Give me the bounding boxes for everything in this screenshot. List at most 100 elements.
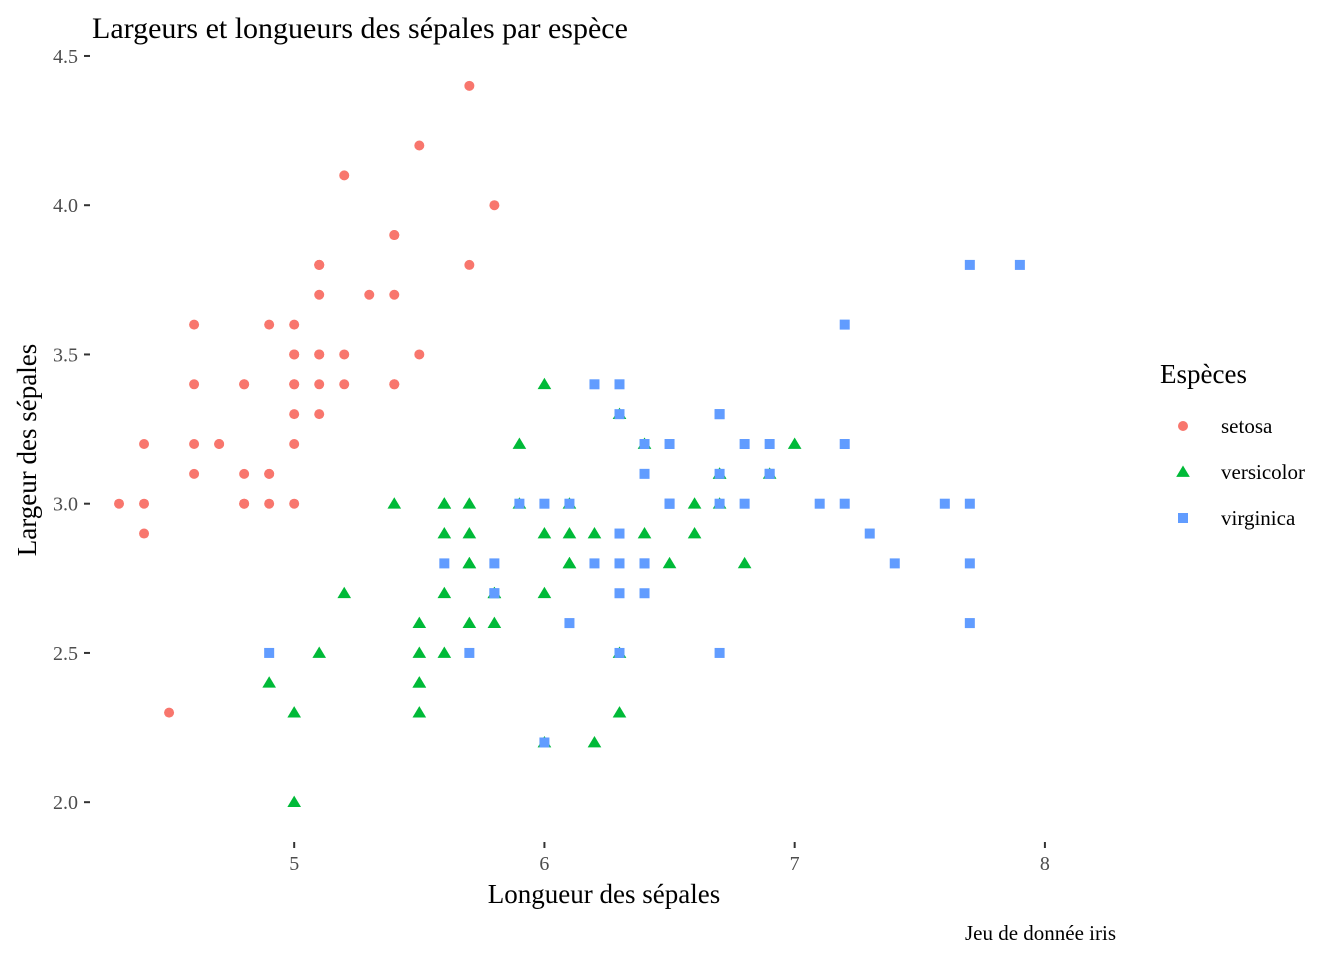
data-point-versicolor [562,556,577,569]
data-point-virginica [664,439,675,449]
data-point-versicolor [562,527,577,539]
data-point-versicolor [437,497,452,509]
data-point-setosa [314,289,325,300]
data-point-versicolor [312,646,327,658]
x-tick-label: 6 [539,853,549,875]
legend-label-versicolor: versicolor [1221,460,1305,484]
x-tick-label: 8 [1040,853,1050,875]
legend-label-setosa: setosa [1221,414,1273,438]
data-point-setosa [289,498,300,509]
data-point-versicolor [287,795,302,808]
data-point-virginica [614,379,625,390]
data-point-versicolor [637,527,652,539]
data-point-virginica [889,558,900,569]
data-point-virginica [739,498,750,509]
data-point-versicolor [262,676,276,688]
data-point-virginica [714,468,725,479]
data-point-versicolor [337,586,352,599]
data-point-virginica [614,558,625,569]
data-point-virginica [664,498,675,509]
data-point-setosa [464,259,475,270]
data-point-setosa [314,379,325,390]
data-point-setosa [314,349,325,360]
data-point-setosa [189,439,200,449]
data-point-virginica [439,558,450,569]
data-point-virginica [614,528,625,539]
data-point-setosa [239,468,250,479]
data-point-virginica [714,498,725,509]
data-point-setosa [114,498,125,509]
data-point-virginica [714,409,725,420]
y-axis: 2.0 2.5 3.0 3.5 4.0 4.5 [53,46,90,814]
data-point-setosa [414,140,425,151]
data-point-virginica [639,588,650,599]
data-point-virginica [564,498,575,509]
data-point-virginica [839,439,850,449]
data-point-virginica [639,439,650,449]
data-point-versicolor [737,556,752,569]
data-point-virginica [814,498,825,509]
data-point-versicolor [537,377,552,390]
data-point-versicolor [587,527,602,539]
legend-key-setosa [1178,421,1188,431]
data-point-virginica [614,588,625,599]
data-point-versicolor [462,616,477,628]
data-point-setosa [239,379,250,390]
data-point-versicolor [537,586,552,599]
data-point-versicolor [437,586,452,599]
data-point-virginica [589,558,600,569]
data-point-virginica [614,409,625,420]
data-point-setosa [189,468,200,479]
data-point-virginica [264,647,275,658]
legend-items: setosa versicolor virginica [1176,414,1305,530]
x-axis-title: Longueur des sépales [488,879,720,909]
y-axis-title: Largeur des sépales [12,344,42,556]
data-point-versicolor [662,556,677,569]
data-point-versicolor [787,437,802,449]
data-point-versicolor [462,527,477,539]
data-point-virginica [964,558,975,569]
data-point-setosa [289,409,300,420]
data-point-setosa [489,200,500,211]
legend-label-virginica: virginica [1221,506,1296,530]
y-tick-label: 3.0 [53,494,78,516]
data-point-virginica [489,558,500,569]
data-point-virginica [514,498,525,509]
x-axis: 5 6 7 8 [289,842,1050,875]
data-point-versicolor [462,497,477,509]
data-point-setosa [339,170,350,181]
data-point-setosa [289,349,300,360]
data-point-virginica [639,558,650,569]
y-tick-label: 2.5 [53,643,78,665]
data-point-virginica [639,468,650,479]
data-point-virginica [539,498,550,509]
data-point-setosa [139,498,150,509]
data-point-setosa [289,379,300,390]
y-tick-label: 4.5 [53,46,78,68]
data-point-setosa [264,498,275,509]
data-point-versicolor [437,527,452,539]
data-point-versicolor [387,497,402,509]
data-point-virginica [839,319,850,330]
data-point-setosa [389,379,400,390]
legend-key-virginica [1178,513,1188,523]
data-point-versicolor [587,735,602,748]
data-point-setosa [139,439,150,449]
data-point-setosa [289,319,300,330]
y-tick-label: 4.0 [53,195,78,217]
data-point-setosa [389,289,400,300]
y-tick-label: 2.0 [53,792,78,814]
data-point-versicolor [412,646,427,658]
data-point-virginica [764,468,775,479]
x-tick-label: 7 [790,853,800,875]
data-point-setosa [139,528,150,539]
data-point-setosa [464,80,475,91]
chart-caption: Jeu de donnée iris [965,921,1116,945]
data-point-setosa [314,259,325,270]
data-point-setosa [214,439,225,449]
data-point-setosa [189,319,200,330]
data-point-setosa [339,379,350,390]
plot-points [114,80,1025,808]
data-point-virginica [564,618,575,629]
